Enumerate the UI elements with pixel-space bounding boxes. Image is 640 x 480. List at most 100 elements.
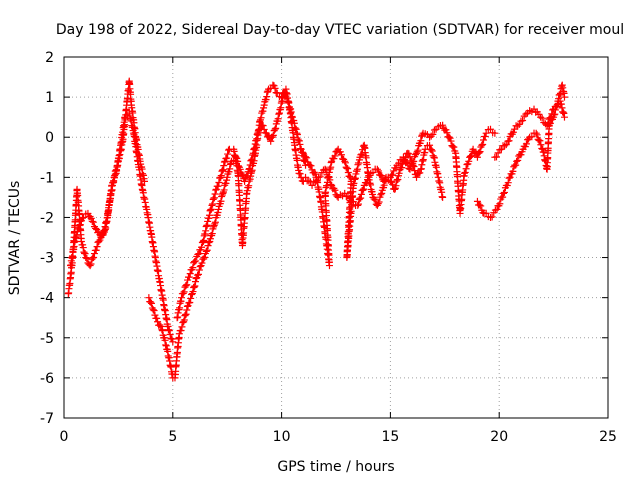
data-point-marker [263,88,271,96]
data-point-marker [558,82,566,90]
x-tick-label: 5 [168,429,177,445]
data-point-marker [194,250,202,258]
data-point-marker [360,185,368,193]
data-point-marker [73,232,81,240]
data-point-marker [392,182,400,190]
data-point-marker [418,132,426,140]
data-point-marker [359,186,367,194]
data-point-marker [537,141,545,149]
data-point-marker [445,133,453,141]
data-point-marker [214,209,222,217]
data-point-marker [450,143,458,151]
data-point-marker [205,239,213,247]
data-point-marker [210,221,218,229]
data-point-marker [439,121,447,129]
data-point-marker [224,150,232,158]
data-point-marker [164,326,172,334]
data-point-marker [371,196,379,204]
data-point-marker [373,165,381,173]
data-point-marker [182,282,190,290]
data-point-marker [556,91,564,99]
data-point-marker [416,169,424,177]
data-point-marker [113,166,121,174]
data-point-marker [395,159,403,167]
data-point-marker [150,307,158,315]
data-point-marker [208,201,216,209]
data-point-marker [198,259,206,267]
data-point-marker [208,230,216,238]
data-point-marker [517,151,525,159]
data-point-marker [114,158,122,166]
data-point-marker [198,243,206,251]
data-point-marker [439,193,447,201]
data-point-marker [510,125,518,133]
series-segment-6 [302,121,499,217]
y-tick-label: 2 [45,50,54,66]
data-point-marker [395,169,403,177]
series-segment-5 [299,141,447,270]
data-point-marker [223,154,231,162]
data-point-marker [389,171,397,179]
data-point-marker [341,159,349,167]
data-point-marker [186,270,194,278]
data-point-marker [272,124,280,132]
data-point-marker [486,125,494,133]
data-point-marker [308,181,316,189]
data-point-marker [428,147,436,155]
data-point-marker [211,190,219,198]
data-point-marker [544,120,552,128]
data-point-marker [355,196,363,204]
data-point-marker [378,189,386,197]
data-point-marker [374,167,382,175]
data-point-marker [260,101,268,109]
data-point-marker [480,136,488,144]
data-point-marker [271,125,279,133]
data-point-marker [210,194,218,202]
data-point-marker [151,311,159,319]
data-point-marker [522,110,530,118]
data-point-marker [377,191,385,199]
data-point-marker [298,148,306,156]
data-point-marker [209,195,217,203]
data-point-marker [502,141,510,149]
data-point-marker [505,174,513,182]
data-point-marker [219,166,227,174]
data-point-marker [161,336,169,344]
data-point-marker [182,310,190,318]
data-point-marker [179,289,187,297]
data-point-marker [478,141,486,149]
data-point-marker [185,273,193,281]
data-point-marker [111,167,119,175]
data-point-marker [75,225,83,233]
data-point-marker [560,109,568,117]
data-point-marker [460,169,468,177]
y-tick-label: -3 [40,251,54,267]
data-point-marker [190,283,198,291]
data-point-marker [77,238,85,246]
data-point-marker [296,170,304,178]
data-point-marker [183,306,191,314]
x-tick-label: 0 [60,429,69,445]
data-point-marker [322,166,330,174]
data-point-marker [491,129,499,137]
data-point-marker [475,149,483,157]
data-point-marker [165,327,173,335]
data-point-marker [225,168,233,176]
data-point-marker [89,218,97,226]
data-point-marker [307,162,315,170]
data-point-marker [331,152,339,160]
data-point-marker [341,157,349,165]
data-point-marker [223,173,231,181]
data-point-marker [220,158,228,166]
data-point-marker [311,170,319,178]
data-point-marker [331,186,339,194]
data-point-marker [88,217,96,225]
data-point-marker [256,117,264,125]
data-point-marker [86,262,94,270]
data-point-marker [509,167,517,175]
data-point-marker [476,148,484,156]
y-tick-label: -4 [40,291,54,307]
data-point-marker [141,177,149,185]
data-point-marker [214,182,222,190]
data-point-marker [427,146,435,154]
